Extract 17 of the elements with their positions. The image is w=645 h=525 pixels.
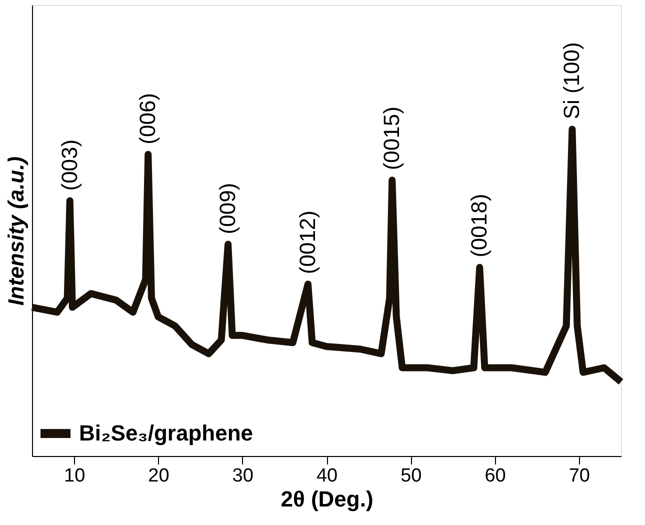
x-tick-label: 30 [232,466,254,486]
x-tick-label: 20 [148,466,170,486]
x-axis-title: 2θ (Deg.) [280,486,374,512]
x-tick-label: 60 [484,466,506,486]
annotation: Si (100) [559,42,584,120]
annotation: (006) [135,92,160,144]
x-tick-label: 50 [400,466,422,486]
annotation: (0015) [379,106,404,170]
x-tick-label: 40 [316,466,338,486]
legend-label: Bi₂Se₃/graphene [79,420,253,446]
annotation: (009) [215,182,240,234]
annotation: (003) [56,139,82,191]
annotation: (0018) [466,194,492,258]
x-tick-label: 70 [568,466,590,486]
y-axis-title: Intensity (a.u.) [4,156,28,306]
annotation: (0012) [294,210,320,274]
x-tick-label: 10 [64,466,86,486]
